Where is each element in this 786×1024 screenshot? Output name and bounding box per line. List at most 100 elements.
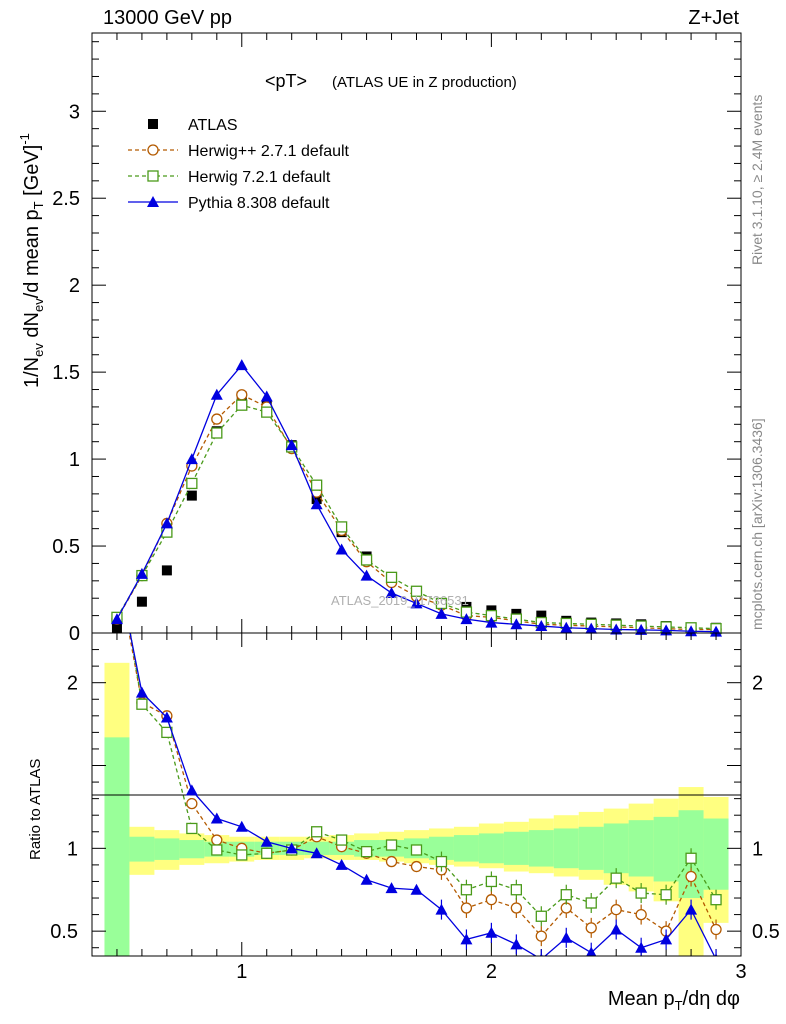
- ratio-data-point: [435, 903, 448, 915]
- ratio-data-point: [335, 834, 348, 846]
- inner-band-bin: [503, 831, 529, 865]
- ratio-data-point: [635, 887, 647, 899]
- main-panel-ticks: 0 0.5 1 1.5 2 2.5 3: [52, 33, 741, 645]
- ratio-data-point: [460, 933, 473, 945]
- main-data-point: [186, 490, 197, 501]
- main-data-point: [360, 554, 373, 566]
- inner-band-bin: [453, 835, 479, 862]
- main-data-point: [260, 390, 273, 402]
- main-data-point: [285, 439, 298, 451]
- legend-marker: [147, 196, 159, 207]
- ratio-data-point: [635, 908, 647, 921]
- ratio-data-point: [210, 812, 223, 824]
- main-data-point: [160, 517, 173, 529]
- ratio-data-point: [460, 902, 473, 914]
- inner-band-bin: [578, 826, 604, 870]
- ratio-data-point: [510, 902, 522, 914]
- main-data-point: [236, 389, 248, 401]
- y-tick-label: 2.5: [52, 188, 80, 210]
- main-data-point: [211, 427, 223, 439]
- main-data-point: [261, 406, 273, 418]
- analysis-watermark: ATLAS_2019_I1736531: [331, 593, 469, 608]
- main-data-point: [610, 623, 623, 635]
- main-data-point: [161, 565, 172, 576]
- ratio-data-point: [710, 894, 722, 906]
- plot-title: <pT>: [265, 71, 307, 91]
- ratio-y-axis-title: Ratio to ATLAS: [27, 759, 44, 860]
- y-tick-label: 1: [69, 449, 80, 471]
- ratio-data-point: [535, 910, 547, 922]
- x-tick-label: 3: [735, 961, 746, 983]
- ratio-data-point: [410, 860, 423, 873]
- main-data-point: [435, 607, 448, 619]
- main-data-point: [410, 597, 423, 609]
- ratio-data-point: [660, 933, 673, 945]
- ratio-data-point: [160, 711, 173, 723]
- main-data-point: [236, 399, 248, 411]
- main-data-point: [510, 618, 523, 630]
- ratio-panel-frame: [91, 632, 742, 957]
- y-tick-label: 1: [67, 838, 78, 860]
- main-data-point: [685, 625, 698, 637]
- main-data-point: [635, 623, 648, 635]
- legend-marker: [147, 170, 159, 182]
- main-data-point: [235, 359, 248, 371]
- ratio-data-point: [485, 875, 498, 888]
- ratio-data-point: [285, 842, 298, 854]
- legend-marker: [147, 144, 159, 156]
- legend-label: ATLAS: [188, 117, 238, 134]
- energy-label: 13000 GeV pp: [103, 7, 232, 29]
- x-axis-title: Mean pT/dη dφ: [608, 988, 740, 1013]
- main-data-point: [335, 543, 348, 555]
- ratio-data-point: [136, 698, 148, 710]
- inner-band-bin: [553, 828, 579, 869]
- ratio-data-point: [435, 855, 448, 868]
- ratio-data-point: [510, 938, 523, 950]
- inner-band-bin: [628, 820, 654, 877]
- main-data-point: [335, 521, 348, 533]
- ratio-data-point: [585, 922, 597, 934]
- ratio-uncertainty-bands: [104, 662, 729, 956]
- ratio-data-point: [685, 852, 697, 864]
- y-tick-label: 0.5: [52, 536, 80, 558]
- ratio-data-point: [310, 847, 323, 859]
- ratio-data-point: [585, 897, 597, 909]
- ratio-data-point: [311, 826, 323, 838]
- inner-band-bin: [154, 838, 180, 860]
- legend-label: Herwig 7.2.1 default: [188, 169, 331, 186]
- main-data-point: [211, 413, 223, 425]
- main-data-point: [161, 526, 173, 538]
- main-panel-series: [110, 359, 723, 637]
- main-data-point: [135, 567, 148, 579]
- ratio-data-point: [560, 889, 572, 901]
- main-data-point: [560, 621, 573, 633]
- ratio-data-point: [112, 545, 122, 555]
- main-data-point: [311, 479, 323, 491]
- legend-label: Herwig++ 2.7.1 default: [188, 143, 350, 160]
- main-data-point: [460, 613, 473, 625]
- main-data-point: [110, 613, 123, 625]
- ratio-data-point: [610, 872, 622, 884]
- ratio-data-point: [211, 834, 223, 846]
- inner-band-bin: [478, 833, 504, 864]
- ratio-data-point: [610, 923, 623, 935]
- main-data-point: [485, 616, 498, 628]
- legend: ATLAS Herwig++ 2.7.1 default Herwig 7.2.1 …: [128, 117, 350, 212]
- y-tick-label: 3: [69, 101, 80, 123]
- ratio-data-point: [660, 889, 672, 901]
- inner-band-bin: [528, 830, 554, 867]
- main-data-point: [210, 388, 223, 400]
- ratio-data-point: [535, 930, 547, 942]
- main-data-point: [360, 569, 373, 581]
- ratio-data-point: [586, 946, 597, 956]
- ratio-data-point: [360, 873, 373, 885]
- inner-band-bin: [179, 840, 205, 859]
- ratio-data-point: [360, 845, 373, 858]
- ratio-panel-ticks: 1 2 3 0.5 0.5 1 1 2 2: [50, 633, 780, 983]
- ratio-data-point: [485, 926, 498, 938]
- main-data-point: [410, 585, 423, 597]
- ratio-data-point: [410, 883, 423, 895]
- ratio-data-point: [186, 822, 198, 835]
- ratio-series-line: [129, 633, 716, 956]
